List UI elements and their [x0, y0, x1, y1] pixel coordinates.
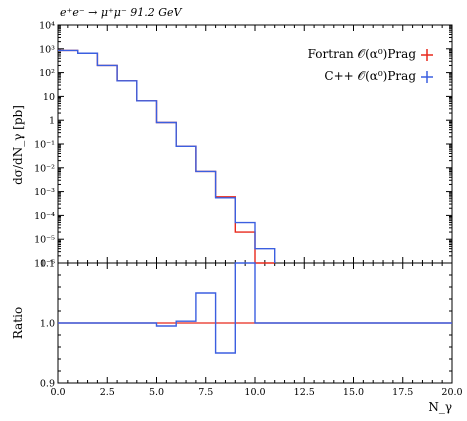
main-ytick-label: 10⁻³ [34, 187, 55, 198]
main-ytick-label: 10⁻⁵ [34, 235, 55, 246]
ratio-xtick-label: 10.0 [244, 387, 265, 398]
main-series-group [58, 49, 276, 264]
ratio-xtick-label: 0.0 [50, 387, 65, 398]
ratio-series-group [58, 262, 452, 354]
ratio-axis-ticks: 0.9 1.0 1.1 0.0 2.5 5.0 7.5 10.0 12.5 15.0 17.5 20.… [40, 259, 463, 399]
ratio-line-cpp [58, 262, 452, 354]
legend-label-cpp: C++ 𝒪(α⁰)Prag [324, 69, 416, 83]
ratio-xtick-label: 17.5 [392, 387, 413, 398]
legend: Fortran 𝒪(α⁰)Prag C++ 𝒪(α⁰)Prag [308, 47, 433, 83]
legend-label-fortran: Fortran 𝒪(α⁰)Prag [308, 47, 417, 61]
ratio-xlabel: N_γ [428, 400, 452, 414]
main-ylabel: dσ/dN_γ [pb] [11, 105, 25, 185]
ratio-ytick-label: 1.0 [40, 319, 55, 330]
ratio-xtick-label: 20.0 [441, 387, 462, 398]
ratio-ytick-label: 1.1 [40, 259, 55, 270]
main-ytick-label: 10 [43, 92, 55, 103]
main-ytick-label: 10⁻¹ [34, 140, 55, 151]
main-ytick-label: 10⁴ [39, 21, 55, 32]
ratio-ylabel: Ratio [11, 307, 25, 339]
ratio-xtick-label: 5.0 [149, 387, 164, 398]
ratio-xtick-label: 2.5 [100, 387, 115, 398]
histogram-fortran [58, 49, 275, 264]
main-ytick-label: 10⁻² [34, 163, 55, 174]
main-ytick-label: 10⁻⁶ [34, 259, 55, 270]
main-axis-ticks: 10⁻⁶ 10⁻⁵ 10⁻⁴ 10⁻³ 10⁻² 10⁻¹ 1 10 10² 10³ 10⁴ [34, 21, 453, 270]
main-ytick-label: 10² [39, 68, 55, 79]
histogram-cpp [58, 49, 276, 263]
main-ytick-label: 10⁻⁴ [34, 211, 55, 222]
legend-marker-fortran [421, 49, 433, 61]
chart-title: e⁺e⁻ → μ⁺μ⁻ 91.2 GeV [60, 6, 183, 19]
legend-marker-cpp [421, 71, 433, 83]
ratio-xtick-label: 12.5 [294, 387, 315, 398]
main-ytick-label: 1 [49, 116, 55, 127]
ratio-xtick-label: 15.0 [343, 387, 364, 398]
main-ytick-label: 10³ [39, 44, 55, 55]
ratio-xtick-label: 7.5 [198, 387, 213, 398]
ratio-ytick-label: 0.9 [40, 379, 55, 390]
